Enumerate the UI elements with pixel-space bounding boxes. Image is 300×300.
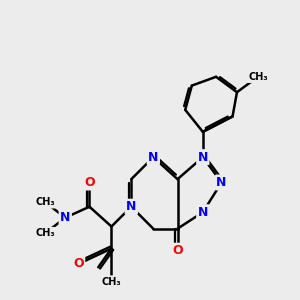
Text: N: N [60, 211, 70, 224]
Text: N: N [198, 206, 208, 219]
Text: O: O [84, 176, 95, 189]
Text: CH₃: CH₃ [36, 228, 55, 238]
Text: CH₃: CH₃ [36, 197, 55, 207]
Text: N: N [148, 151, 158, 164]
Text: CH₃: CH₃ [248, 72, 268, 82]
Text: N: N [198, 151, 208, 164]
Text: N: N [126, 200, 136, 213]
Text: N: N [216, 176, 227, 189]
Text: O: O [172, 244, 183, 257]
Text: O: O [73, 257, 84, 270]
Text: CH₃: CH₃ [102, 277, 121, 286]
